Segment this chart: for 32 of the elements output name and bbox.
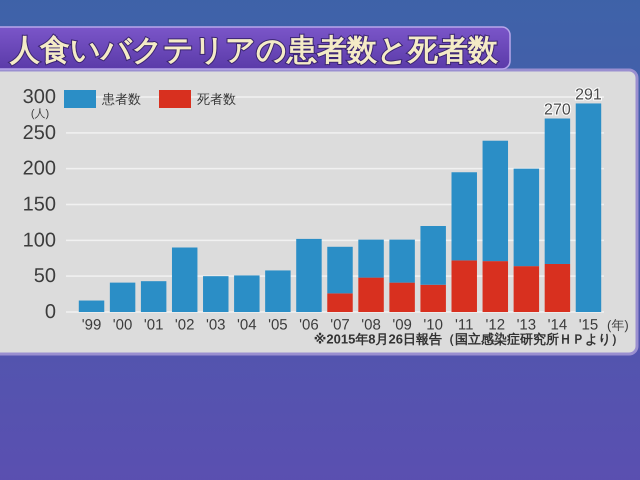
x-tick-label: '10 (423, 316, 443, 334)
legend-label: 死者数 (197, 92, 236, 106)
y-tick-label: 0 (44, 301, 56, 323)
x-tick-label: '13 (516, 316, 536, 334)
y-tick-label: 150 (22, 194, 56, 216)
x-tick-label: '06 (299, 316, 319, 334)
x-tick-label: '15 (578, 316, 598, 334)
x-tick-label: '00 (112, 316, 132, 334)
annotation: ※2015年8月26日報告（国立感染症研究所ＨＰより） (314, 332, 624, 346)
x-tick-label: '05 (268, 316, 288, 334)
x-tick-label: '02 (174, 316, 194, 334)
x-tick-label: '14 (548, 316, 568, 334)
total-label: 270 (544, 102, 571, 118)
x-tick-label: '08 (361, 316, 381, 334)
x-tick-label: '99 (82, 316, 102, 334)
y-axis-title: (人) (30, 108, 50, 120)
total-label: 291 (575, 86, 602, 104)
y-tick-label: 250 (22, 122, 56, 144)
x-axis-title: (年) (607, 318, 629, 332)
x-tick-label: '12 (486, 316, 506, 334)
x-tick-label: '09 (392, 316, 412, 334)
legend-label: 患者数 (102, 92, 141, 106)
x-tick-label: '07 (330, 316, 350, 334)
x-tick-label: '01 (144, 316, 164, 334)
y-tick-label: 300 (22, 86, 56, 108)
x-tick-label: '03 (206, 316, 226, 334)
x-tick-label: '11 (455, 316, 474, 334)
y-tick-label: 50 (34, 265, 56, 288)
y-tick-label: 200 (22, 158, 56, 180)
y-tick-label: 100 (22, 229, 56, 252)
title: 人食いバクテリアの患者数と死者数 (10, 34, 498, 67)
x-tick-label: '04 (237, 316, 257, 334)
